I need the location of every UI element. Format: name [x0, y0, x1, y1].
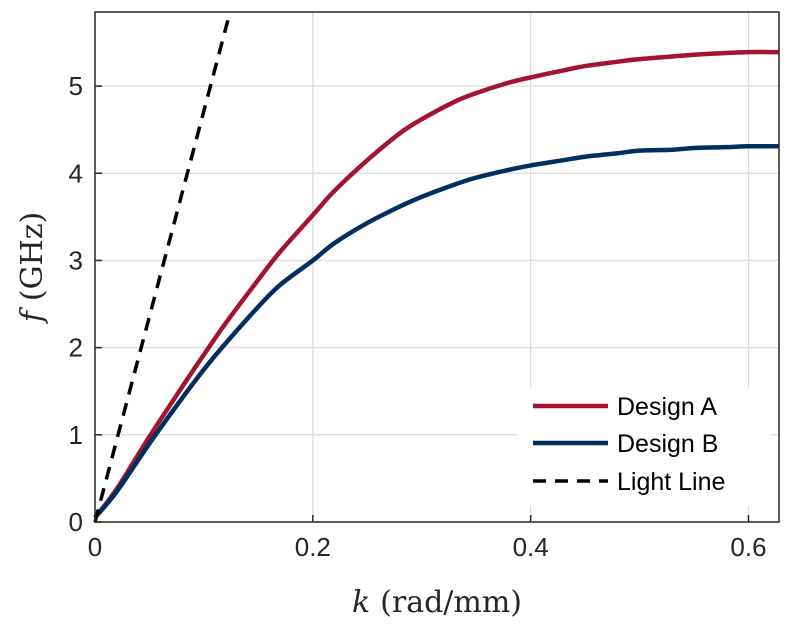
- series-line-design-b: [93, 143, 780, 520]
- legend-label-design-b: Design B: [617, 430, 718, 458]
- y-tick-label: 3: [69, 245, 83, 275]
- y-tick-label: 5: [69, 71, 83, 101]
- legend: Design A Design B Light Line: [518, 388, 770, 506]
- legend-label-light-line: Light Line: [617, 468, 725, 496]
- y-axis-unit: (GHz): [15, 212, 50, 301]
- plot-lines: [93, 11, 780, 523]
- series-line-design-a: [93, 49, 780, 520]
- x-tick-label: 0.4: [513, 532, 549, 562]
- y-axis-label: f (GHz): [15, 212, 50, 324]
- tick-marks-and-labels: 0 0.2 0.4 0.6 0 1 2 3 4 5: [69, 71, 767, 562]
- y-tick-label: 4: [69, 158, 83, 188]
- y-tick-label: 2: [69, 333, 83, 363]
- y-tick-label: 1: [69, 420, 83, 450]
- legend-label-design-a: Design A: [617, 393, 717, 421]
- x-axis-label: k (rad/mm): [352, 585, 522, 620]
- x-axis-variable: k: [352, 585, 370, 620]
- x-tick-label: 0: [88, 532, 102, 562]
- x-axis-unit: (rad/mm): [380, 585, 522, 620]
- plot-frame: [94, 11, 780, 523]
- y-tick-label: 0: [69, 507, 83, 537]
- x-tick-label: 0.6: [730, 532, 766, 562]
- y-axis-variable: f: [15, 306, 50, 324]
- series-line-light-line: [93, 11, 232, 523]
- x-tick-label: 0.2: [295, 532, 331, 562]
